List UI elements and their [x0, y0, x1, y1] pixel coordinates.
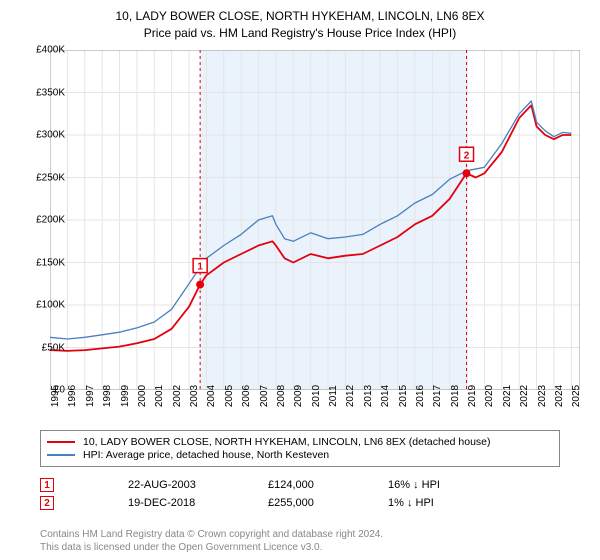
- legend-label-hpi: HPI: Average price, detached house, Nort…: [83, 449, 329, 461]
- x-tick-label: 2002: [172, 385, 183, 407]
- y-tick-label: £250K: [36, 172, 65, 183]
- legend-label-property: 10, LADY BOWER CLOSE, NORTH HYKEHAM, LIN…: [83, 436, 491, 448]
- x-tick-label: 2025: [571, 385, 582, 407]
- y-tick-label: £300K: [36, 130, 65, 141]
- svg-text:1: 1: [197, 262, 203, 273]
- sale-date-1: 22-AUG-2003: [128, 479, 238, 491]
- sales-row-2: 2 19-DEC-2018 £255,000 1% ↓ HPI: [40, 496, 560, 510]
- x-tick-label: 2010: [311, 385, 322, 407]
- x-tick-label: 2012: [345, 385, 356, 407]
- svg-text:2: 2: [464, 150, 470, 161]
- x-tick-label: 2008: [276, 385, 287, 407]
- x-tick-label: 2007: [259, 385, 270, 407]
- x-tick-label: 2021: [502, 385, 513, 407]
- x-tick-label: 2000: [137, 385, 148, 407]
- footnote-line-2: This data is licensed under the Open Gov…: [40, 541, 383, 554]
- x-tick-label: 2005: [224, 385, 235, 407]
- sales-table: 1 22-AUG-2003 £124,000 16% ↓ HPI 2 19-DE…: [40, 474, 560, 514]
- x-tick-label: 1997: [85, 385, 96, 407]
- x-tick-label: 1999: [120, 385, 131, 407]
- x-tick-label: 2009: [293, 385, 304, 407]
- sales-row-1: 1 22-AUG-2003 £124,000 16% ↓ HPI: [40, 478, 560, 492]
- legend-row-property: 10, LADY BOWER CLOSE, NORTH HYKEHAM, LIN…: [47, 436, 553, 448]
- y-tick-label: £50K: [42, 342, 65, 353]
- title-block: 10, LADY BOWER CLOSE, NORTH HYKEHAM, LIN…: [0, 0, 600, 42]
- x-tick-label: 2018: [450, 385, 461, 407]
- legend-swatch-hpi: [47, 454, 75, 455]
- legend-box: 10, LADY BOWER CLOSE, NORTH HYKEHAM, LIN…: [40, 430, 560, 467]
- x-tick-label: 2016: [415, 385, 426, 407]
- sale-delta-1: 16% ↓ HPI: [388, 479, 440, 491]
- x-tick-label: 1995: [50, 385, 61, 407]
- x-tick-label: 2013: [363, 385, 374, 407]
- figure-container: 10, LADY BOWER CLOSE, NORTH HYKEHAM, LIN…: [0, 0, 600, 560]
- footnote: Contains HM Land Registry data © Crown c…: [40, 528, 383, 554]
- sale-price-1: £124,000: [268, 479, 358, 491]
- x-tick-label: 2014: [380, 385, 391, 407]
- x-tick-label: 2004: [206, 385, 217, 407]
- title-line-2: Price paid vs. HM Land Registry's House …: [0, 25, 600, 42]
- x-tick-label: 2015: [398, 385, 409, 407]
- y-tick-label: £100K: [36, 300, 65, 311]
- x-tick-label: 2006: [241, 385, 252, 407]
- title-line-1: 10, LADY BOWER CLOSE, NORTH HYKEHAM, LIN…: [0, 8, 600, 25]
- x-tick-label: 2020: [484, 385, 495, 407]
- x-tick-label: 2017: [432, 385, 443, 407]
- x-tick-label: 2019: [467, 385, 478, 407]
- sale-marker-icon-2: 2: [40, 496, 54, 510]
- sale-marker-icon-1: 1: [40, 478, 54, 492]
- x-tick-label: 1998: [102, 385, 113, 407]
- x-tick-label: 2003: [189, 385, 200, 407]
- x-tick-label: 2011: [328, 385, 339, 407]
- sale-date-2: 19-DEC-2018: [128, 497, 238, 509]
- chart-area: 12: [50, 50, 580, 390]
- x-tick-label: 2024: [554, 385, 565, 407]
- footnote-line-1: Contains HM Land Registry data © Crown c…: [40, 528, 383, 541]
- x-tick-label: 2001: [154, 385, 165, 407]
- x-tick-label: 1996: [67, 385, 78, 407]
- x-tick-label: 2022: [519, 385, 530, 407]
- y-tick-label: £150K: [36, 257, 65, 268]
- sale-delta-2: 1% ↓ HPI: [388, 497, 434, 509]
- chart-svg: 12: [50, 50, 580, 390]
- sale-price-2: £255,000: [268, 497, 358, 509]
- y-tick-label: £350K: [36, 87, 65, 98]
- legend-row-hpi: HPI: Average price, detached house, Nort…: [47, 449, 553, 461]
- y-tick-label: £200K: [36, 215, 65, 226]
- legend-swatch-property: [47, 441, 75, 443]
- y-tick-label: £400K: [36, 45, 65, 56]
- x-tick-label: 2023: [537, 385, 548, 407]
